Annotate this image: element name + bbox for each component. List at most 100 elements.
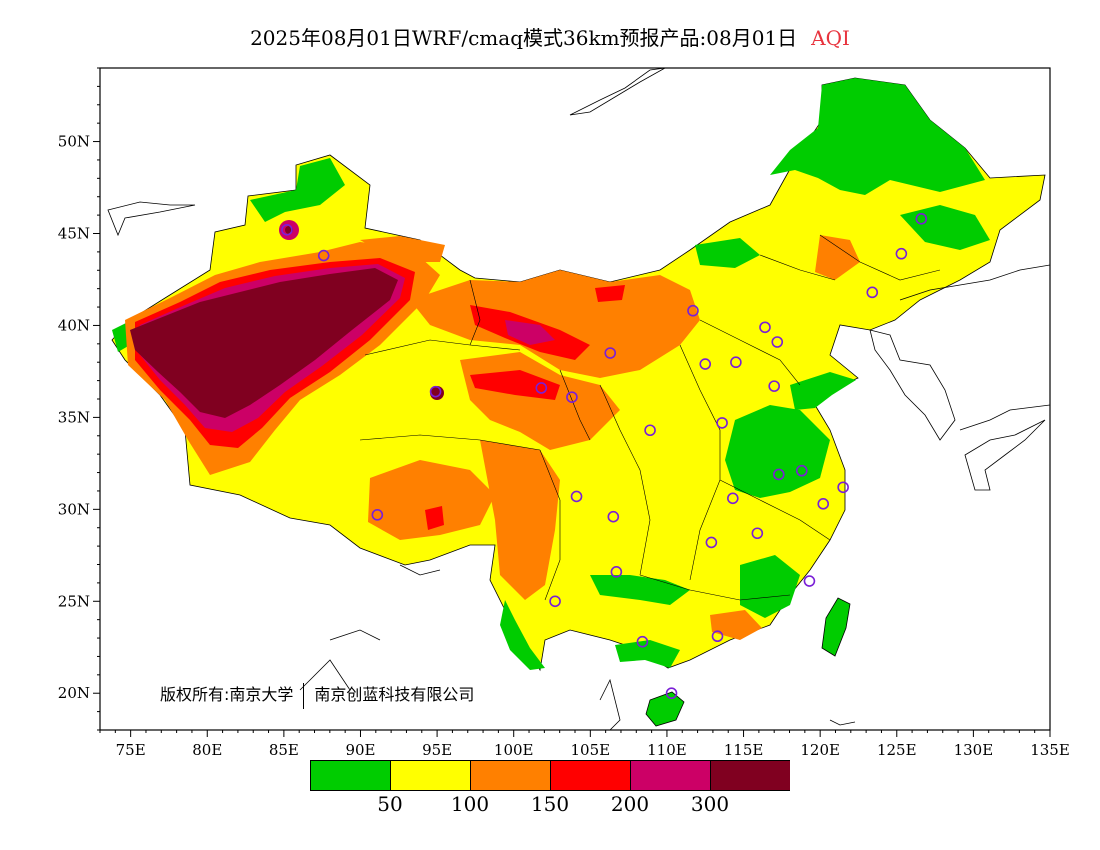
station-marker bbox=[711, 630, 724, 643]
region-green-south bbox=[615, 640, 680, 668]
legend-label: 100 bbox=[450, 792, 490, 816]
station-markers bbox=[281, 212, 928, 700]
station-marker bbox=[730, 356, 742, 369]
region-green-yunnan bbox=[500, 600, 545, 670]
x-tick-label: 105E bbox=[571, 741, 611, 759]
y-axis: 20N 25N 30N 35N 40N 45N 50N bbox=[58, 67, 100, 731]
station-marker bbox=[687, 304, 699, 317]
station-marker bbox=[837, 481, 849, 494]
copyright-owner-second: 南京创蓝科技有限公司 bbox=[314, 685, 475, 704]
station-marker bbox=[768, 380, 780, 392]
x-tick-label: 120E bbox=[800, 741, 840, 759]
station-marker bbox=[866, 286, 879, 299]
coastlines bbox=[107, 68, 1050, 730]
station-marker bbox=[795, 464, 808, 477]
region-hainan bbox=[645, 691, 685, 727]
station-marker bbox=[317, 249, 330, 262]
station-marker bbox=[772, 468, 785, 481]
y-tick-label: 35N bbox=[58, 408, 90, 426]
copyright-separator bbox=[303, 682, 305, 709]
legend-label: 200 bbox=[610, 792, 650, 816]
y-tick-label: 20N bbox=[58, 684, 90, 702]
map-title: 2025年08月01日WRF/cmaq模式36km预报产品:08月01日 AQI bbox=[0, 22, 1100, 51]
station-marker bbox=[759, 321, 771, 334]
region-orange-xinjiang-north bbox=[360, 236, 445, 262]
station-marker bbox=[803, 575, 816, 587]
region-green-altai bbox=[250, 158, 345, 222]
station-marker bbox=[429, 385, 442, 398]
province-boundaries bbox=[359, 234, 941, 601]
region-green-shandong bbox=[790, 372, 856, 410]
legend-bin bbox=[710, 760, 790, 791]
region-orange-north bbox=[410, 270, 700, 378]
legend-bin bbox=[630, 760, 711, 791]
title-main: 2025年08月01日WRF/cmaq模式36km预报产品:08月01日 bbox=[250, 26, 798, 50]
station-marker bbox=[610, 566, 623, 578]
legend-label: 50 bbox=[377, 792, 403, 816]
y-tick-label: 45N bbox=[58, 225, 90, 243]
y-tick-label: 25N bbox=[58, 592, 90, 610]
station-marker bbox=[604, 347, 617, 359]
legend-label: 150 bbox=[530, 792, 570, 816]
x-tick-label: 130E bbox=[954, 741, 994, 759]
station-marker bbox=[636, 635, 649, 648]
x-tick-label: 115E bbox=[724, 741, 764, 759]
region-green-hulun bbox=[695, 238, 760, 268]
station-marker bbox=[915, 212, 928, 225]
region-green-northeast bbox=[770, 78, 985, 195]
station-marker bbox=[566, 391, 578, 403]
x-tick-label: 125E bbox=[877, 741, 917, 759]
region-red-beijing bbox=[595, 285, 625, 302]
region-red-tibet bbox=[425, 506, 444, 530]
region-green-jiangxi bbox=[740, 555, 800, 618]
x-tick-label: 95E bbox=[422, 741, 452, 759]
x-tick-label: 80E bbox=[192, 741, 222, 759]
station-marker bbox=[716, 417, 728, 429]
station-marker bbox=[281, 224, 293, 236]
region-orange-inner bbox=[815, 235, 860, 280]
x-tick-label: 90E bbox=[345, 741, 375, 759]
station-marker bbox=[817, 498, 830, 510]
station-marker bbox=[535, 382, 548, 394]
legend-colorbar bbox=[310, 760, 790, 791]
station-marker bbox=[705, 536, 718, 549]
region-orange-sichuan bbox=[480, 440, 560, 600]
station-marker bbox=[727, 492, 739, 505]
legend-label: 300 bbox=[690, 792, 730, 816]
copyright-notice: 版权所有:南京大学 南京创蓝科技有限公司 bbox=[160, 681, 474, 709]
y-tick-label: 50N bbox=[58, 133, 90, 151]
legend-bin bbox=[550, 760, 631, 791]
x-axis: 75E 80E 85E 90E 95E 100E 105E 110E 115E 120E 125E 1… bbox=[99, 730, 1070, 759]
station-marker bbox=[771, 336, 784, 348]
station-marker bbox=[699, 358, 712, 370]
station-marker bbox=[371, 509, 384, 521]
region-green-west bbox=[112, 322, 130, 352]
station-marker bbox=[751, 527, 764, 540]
station-marker bbox=[607, 510, 620, 523]
region-orange-south bbox=[710, 610, 762, 640]
region-green-changbai bbox=[900, 205, 990, 250]
legend-labels: 50 100 150 200 300 bbox=[310, 792, 790, 818]
copyright-owner-prefix: 版权所有:南京大学 bbox=[160, 685, 294, 704]
x-tick-label: 110E bbox=[647, 741, 687, 759]
legend-bin bbox=[310, 760, 391, 791]
region-taiwan bbox=[821, 597, 851, 657]
x-tick-label: 135E bbox=[1030, 741, 1070, 759]
station-marker bbox=[895, 247, 908, 260]
y-tick-label: 30N bbox=[58, 500, 90, 518]
legend-bin bbox=[470, 760, 551, 791]
x-tick-label: 100E bbox=[494, 741, 534, 759]
station-marker bbox=[644, 424, 656, 437]
station-marker bbox=[549, 595, 561, 608]
region-purple-north bbox=[505, 320, 555, 345]
region-red-central bbox=[470, 370, 560, 400]
region-maroon-taklamakan bbox=[130, 268, 398, 418]
x-tick-label: 85E bbox=[269, 741, 299, 759]
station-marker bbox=[570, 490, 583, 503]
title-variable: AQI bbox=[811, 26, 850, 50]
map-field bbox=[107, 68, 1050, 730]
y-tick-label: 40N bbox=[58, 316, 90, 334]
x-tick-label: 75E bbox=[116, 741, 146, 759]
legend-bin bbox=[390, 760, 471, 791]
